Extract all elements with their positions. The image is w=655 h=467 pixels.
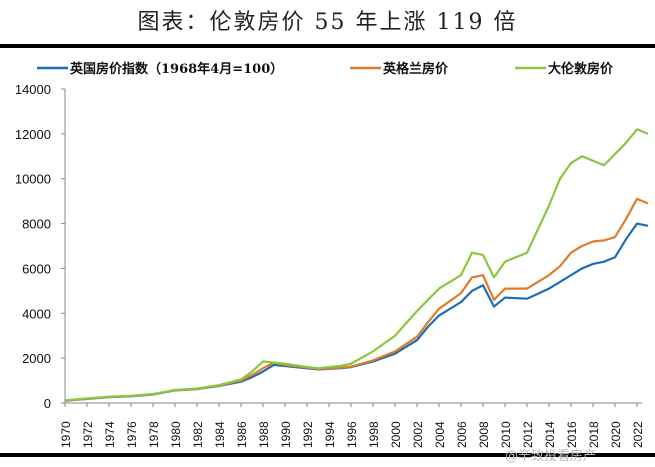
x-tick-label: 1990	[279, 421, 293, 448]
x-tick-label: 1994	[323, 421, 337, 448]
legend-label-0: 英国房价指数（1968年4月=100）	[69, 61, 283, 77]
x-tick-label: 2016	[565, 421, 579, 448]
x-tick-label: 2022	[631, 421, 645, 448]
x-tick-label: 1978	[147, 421, 161, 448]
x-tick-label: 2014	[543, 421, 557, 448]
y-tick-label: 0	[44, 396, 51, 411]
y-tick-label: 10000	[15, 172, 51, 187]
x-tick-label: 1982	[191, 421, 205, 448]
y-tick-label: 8000	[22, 217, 51, 232]
x-tick-label: 1986	[235, 421, 249, 448]
top-rule	[0, 44, 655, 48]
legend-label-2: 大伦敦房价	[548, 61, 614, 77]
y-tick-label: 12000	[15, 127, 51, 142]
x-tick-label: 1984	[213, 421, 227, 448]
y-tick-label: 6000	[22, 261, 51, 276]
x-tick-label: 2006	[455, 421, 469, 448]
series-line-1	[64, 197, 649, 402]
x-tick-label: 2020	[609, 421, 623, 448]
x-tick-label: 2018	[587, 421, 601, 448]
legend-label-1: 英格兰房价	[382, 61, 449, 77]
x-tick-label: 1992	[301, 421, 315, 448]
x-tick-label: 2002	[411, 421, 425, 448]
x-tick-label: 1980	[169, 421, 183, 448]
series-line-0	[64, 222, 649, 402]
y-tick-label: 4000	[22, 306, 51, 321]
x-tick-label: 1996	[345, 421, 359, 448]
x-tick-label: 2008	[477, 421, 491, 448]
x-tick-label: 1998	[367, 421, 381, 448]
x-tick-label: 2000	[389, 421, 403, 448]
page-title: 图表：伦敦房价 55 年上涨 119 倍	[137, 10, 518, 35]
x-tick-label: 2012	[521, 421, 535, 448]
x-tick-label: 1974	[103, 421, 117, 448]
x-tick-label: 2004	[433, 421, 447, 448]
y-tick-label: 2000	[22, 351, 51, 366]
x-tick-label: 1976	[125, 421, 139, 448]
x-tick-label: 1970	[59, 421, 73, 448]
watermark: @辛致投看房产	[505, 449, 597, 464]
series-line-2	[64, 128, 649, 402]
bottom-rule	[0, 453, 655, 457]
x-tick-label: 1988	[257, 421, 271, 448]
x-tick-label: 1972	[81, 421, 95, 448]
y-tick-label: 14000	[15, 82, 51, 97]
x-tick-label: 2010	[499, 421, 513, 448]
